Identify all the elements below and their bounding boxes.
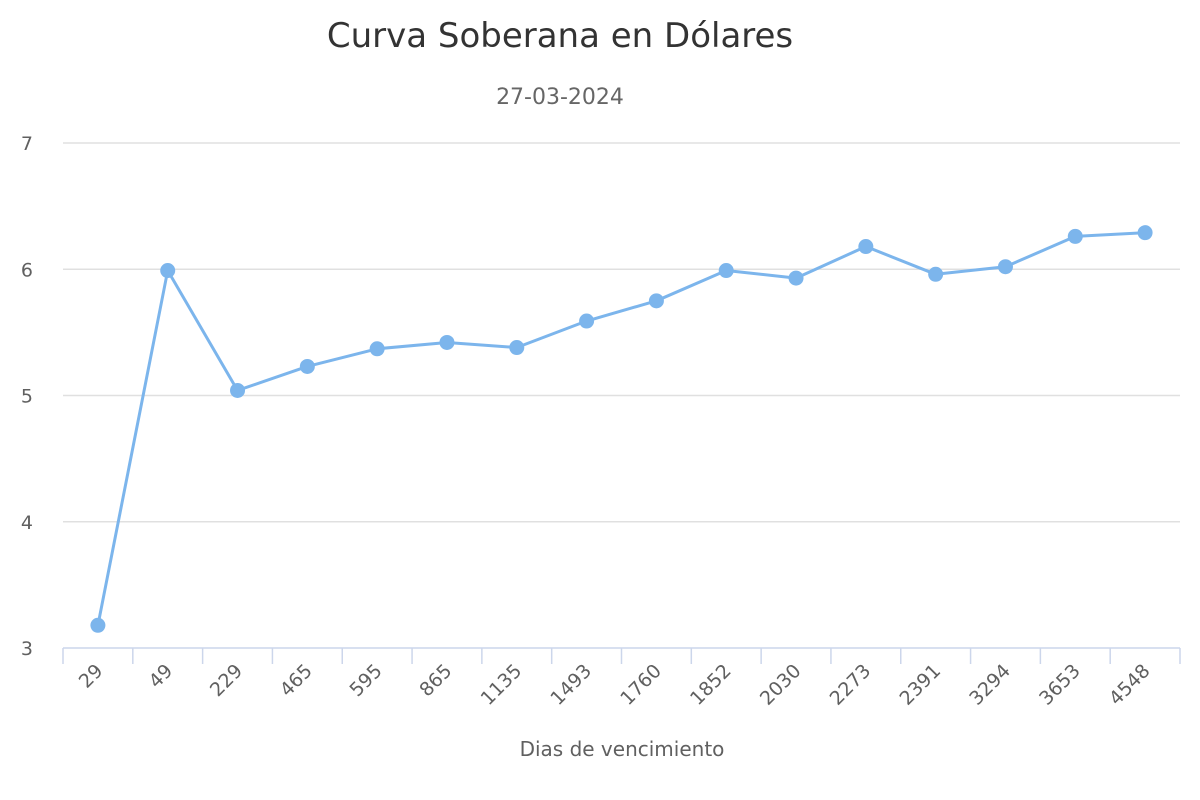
- x-tick-label-1760: 1760: [616, 660, 666, 710]
- data-point-1135[interactable]: [509, 340, 525, 356]
- y-tick-label-4: 4: [21, 512, 33, 534]
- x-tick-label-595: 595: [345, 660, 386, 701]
- x-tick-label-2273: 2273: [826, 660, 876, 710]
- data-point-2030[interactable]: [788, 270, 804, 286]
- y-axis-labels: 3 4 5 6 7: [21, 133, 33, 660]
- y-tick-label-6: 6: [21, 259, 33, 281]
- data-point-229[interactable]: [230, 382, 246, 398]
- x-tick-label-3294: 3294: [965, 660, 1015, 710]
- gridlines: [63, 142, 1180, 523]
- data-point-2391[interactable]: [928, 266, 944, 282]
- chart-title: Curva Soberana en Dólares: [327, 16, 793, 56]
- data-point-4548[interactable]: [1137, 225, 1153, 241]
- data-point-3294[interactable]: [997, 259, 1013, 275]
- x-tick-label-29: 29: [75, 660, 108, 693]
- data-point-595[interactable]: [369, 341, 385, 357]
- x-tick-label-49: 49: [145, 660, 178, 693]
- y-tick-label-5: 5: [21, 386, 33, 408]
- data-point-1760[interactable]: [648, 293, 664, 309]
- y-tick-label-7: 7: [21, 133, 33, 155]
- series-line: [96, 231, 1147, 627]
- data-point-865[interactable]: [439, 334, 455, 350]
- x-tick-label-4548: 4548: [1105, 660, 1155, 710]
- data-point-29[interactable]: [90, 617, 106, 633]
- x-tick-label-1493: 1493: [546, 660, 596, 710]
- data-point-49[interactable]: [160, 263, 176, 279]
- x-tick-label-3653: 3653: [1035, 660, 1085, 710]
- data-point-3653[interactable]: [1067, 228, 1083, 244]
- x-axis-labels: 29 49 229 465 595 865 1135 1493 1760 1852 2030 2273…: [75, 660, 1155, 710]
- data-point-2273[interactable]: [858, 239, 874, 255]
- x-tick-label-229: 229: [206, 660, 247, 701]
- x-tick-label-2391: 2391: [895, 660, 945, 710]
- x-axis-ticks: [62, 648, 1181, 664]
- data-point-1493[interactable]: [579, 313, 595, 329]
- y-tick-label-3: 3: [21, 638, 33, 660]
- chart-subtitle: 27-03-2024: [496, 85, 624, 110]
- x-tick-label-2030: 2030: [756, 660, 806, 710]
- series-group: [90, 225, 1153, 633]
- x-tick-label-865: 865: [415, 660, 456, 701]
- x-tick-label-465: 465: [276, 660, 317, 701]
- data-point-1852[interactable]: [718, 263, 734, 279]
- x-tick-label-1852: 1852: [686, 660, 736, 710]
- data-point-465[interactable]: [299, 358, 315, 374]
- x-tick-label-1135: 1135: [477, 660, 527, 710]
- x-axis-title: Dias de vencimiento: [520, 737, 725, 761]
